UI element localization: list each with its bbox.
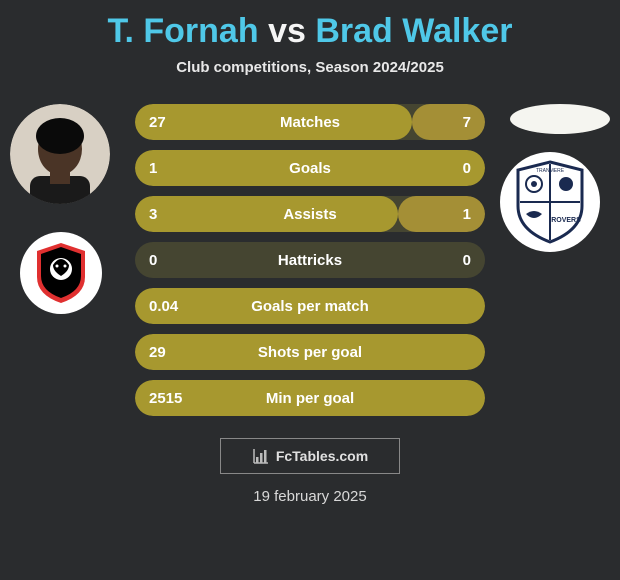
stat-row: 31Assists — [135, 196, 485, 232]
title-player-right: Brad Walker — [315, 12, 512, 50]
stats-bars: 277Matches 10Goals 31Assists 00Hattricks 0.0… — [135, 104, 485, 416]
stat-label: Hattricks — [135, 252, 485, 269]
svg-text:ROVERS: ROVERS — [551, 217, 581, 224]
stat-row: 0.04Goals per match — [135, 288, 485, 324]
stat-row: 277Matches — [135, 104, 485, 140]
title-vs: vs — [268, 12, 315, 50]
club-left-badge — [20, 232, 102, 314]
player-right-club: ROVERS TRANMERE — [500, 152, 600, 252]
stat-row: 2515Min per goal — [135, 380, 485, 416]
page-title: T. Fornah vs Brad Walker — [0, 0, 620, 51]
stat-label: Min per goal — [135, 390, 485, 407]
player-left-avatar — [10, 104, 110, 204]
stat-row: 29Shots per goal — [135, 334, 485, 370]
footer-brand: FcTables.com — [220, 438, 400, 474]
player-right-block — [510, 104, 610, 152]
svg-text:TRANMERE: TRANMERE — [536, 168, 565, 174]
stat-row: 00Hattricks — [135, 242, 485, 278]
footer-brand-text: FcTables.com — [276, 448, 368, 464]
stat-label: Goals — [135, 160, 485, 177]
subtitle: Club competitions, Season 2024/2025 — [0, 59, 620, 76]
player-right-avatar — [510, 104, 610, 134]
chart-icon — [252, 447, 270, 465]
title-player-left: T. Fornah — [108, 12, 259, 50]
stat-label: Goals per match — [135, 298, 485, 315]
stat-label: Assists — [135, 206, 485, 223]
player-left-club — [20, 232, 102, 314]
stat-row: 10Goals — [135, 150, 485, 186]
stat-label: Shots per goal — [135, 344, 485, 361]
stat-label: Matches — [135, 114, 485, 131]
club-right-badge: ROVERS TRANMERE — [500, 152, 600, 252]
player-left-block — [10, 104, 110, 204]
comparison-panel: ROVERS TRANMERE 277Matches 10Goals 31Assis… — [0, 104, 620, 416]
footer-date: 19 february 2025 — [0, 488, 620, 505]
